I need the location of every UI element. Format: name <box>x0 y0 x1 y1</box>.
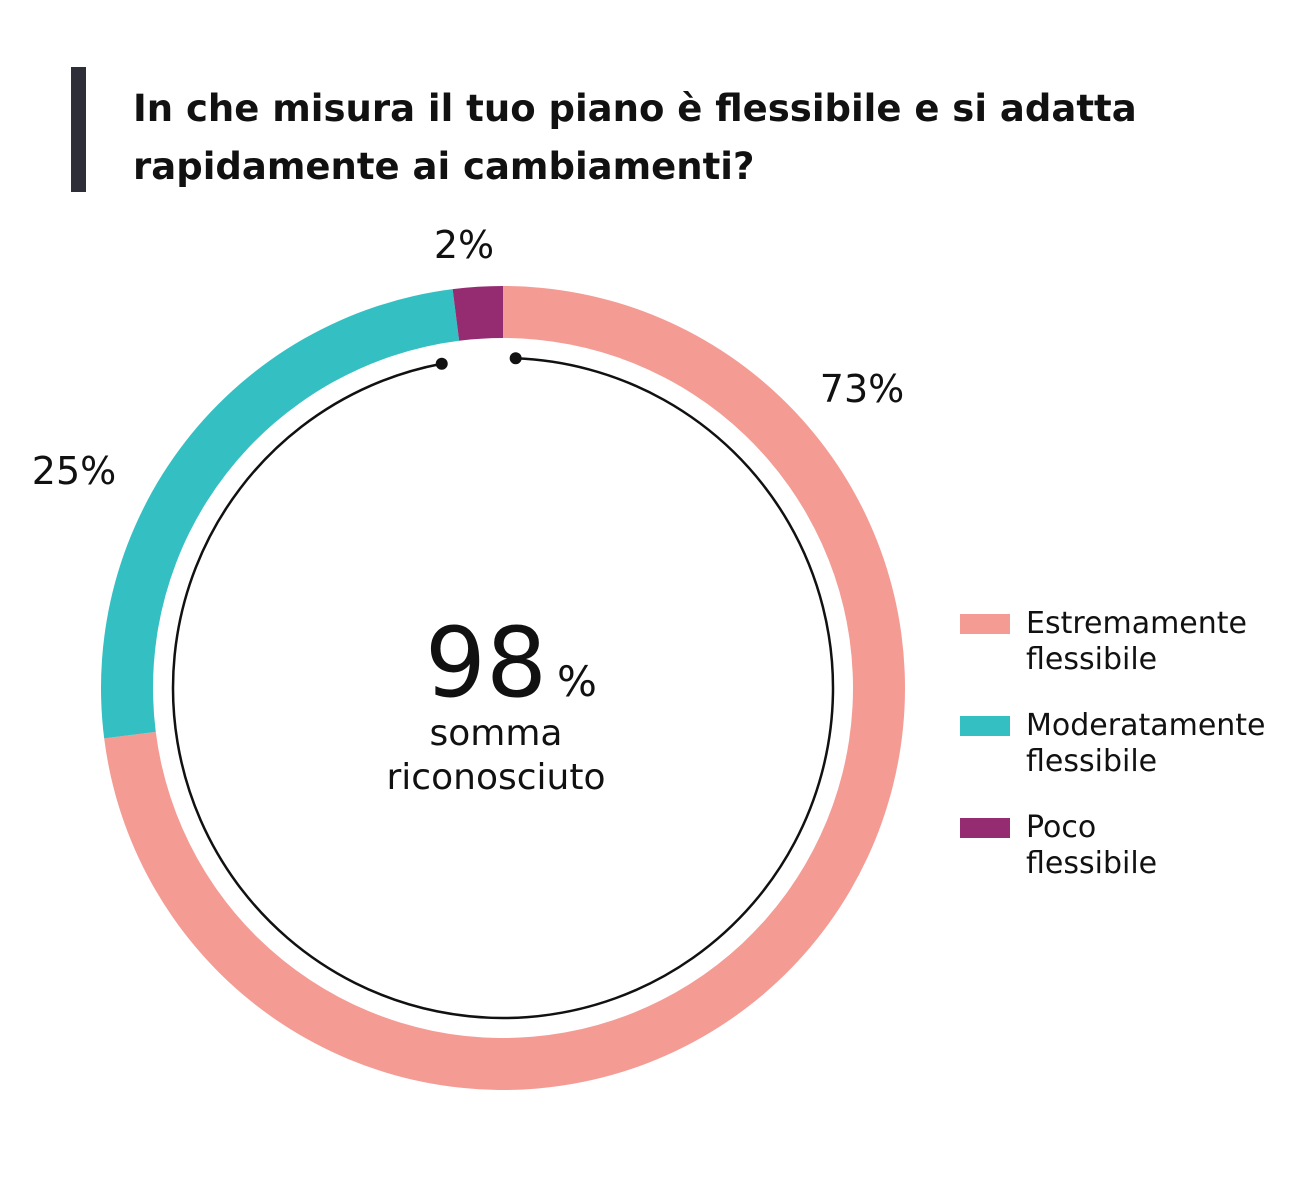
legend-swatch <box>960 614 1010 634</box>
center-line-1: somma <box>430 713 563 754</box>
slice-label-estremamente: 73% <box>820 367 904 411</box>
slice-moderatamente <box>100 289 460 739</box>
legend-item-poco: Poco flessibile <box>960 810 1305 882</box>
center-annotation: 98 % somma riconosciuto <box>387 607 606 798</box>
sum-ring-start-dot <box>509 352 522 365</box>
legend-label-line-1: Estremamente <box>1026 606 1248 641</box>
legend-label: Moderatamente flessibile <box>1026 708 1296 780</box>
donut-slices <box>100 286 905 1090</box>
chart-title: In che misura il tuo piano è flessibile … <box>133 80 1233 196</box>
slice-label-poco: 2% <box>434 223 494 267</box>
legend-label-line-1: Poco <box>1026 810 1097 845</box>
legend-label-line-2: flessibile <box>1026 744 1158 779</box>
legend-label: Poco flessibile <box>1026 810 1296 882</box>
legend-label-line-2: flessibile <box>1026 846 1158 881</box>
sum-ring <box>171 352 835 1020</box>
center-line-2: riconosciuto <box>387 757 606 798</box>
chart-title-line-2: rapidamente ai cambiamenti? <box>133 145 755 188</box>
center-value: 98 <box>425 607 547 719</box>
legend-swatch <box>960 818 1010 838</box>
legend-label: Estremamente flessibile <box>1026 606 1296 678</box>
slice-labels: 73% 25% 2% <box>32 223 904 493</box>
slice-poco <box>452 286 503 341</box>
legend-swatch <box>960 716 1010 736</box>
legend-item-estremamente: Estremamente flessibile <box>960 606 1305 678</box>
legend-item-moderatamente: Moderatamente flessibile <box>960 708 1305 780</box>
legend-label-line-2: flessibile <box>1026 642 1158 677</box>
legend-label-line-1: Moderatamente <box>1026 708 1266 743</box>
center-unit: % <box>557 657 597 706</box>
legend: Estremamente flessibile Moderatamente fl… <box>960 606 1305 912</box>
slice-label-moderatamente: 25% <box>32 449 116 493</box>
chart-title-line-1: In che misura il tuo piano è flessibile … <box>133 87 1137 130</box>
sum-ring-end-dot <box>435 357 448 370</box>
title-accent-bar <box>71 67 86 192</box>
sum-ring-arc <box>171 356 835 1020</box>
